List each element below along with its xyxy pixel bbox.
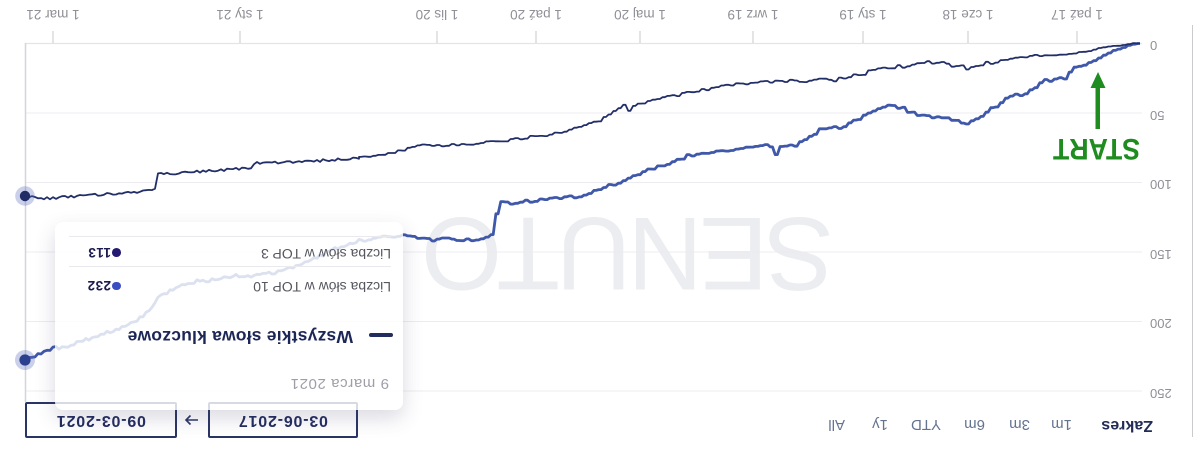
svg-text:START: START <box>1053 132 1140 165</box>
svg-text:SENUTO: SENUTO <box>421 195 834 311</box>
